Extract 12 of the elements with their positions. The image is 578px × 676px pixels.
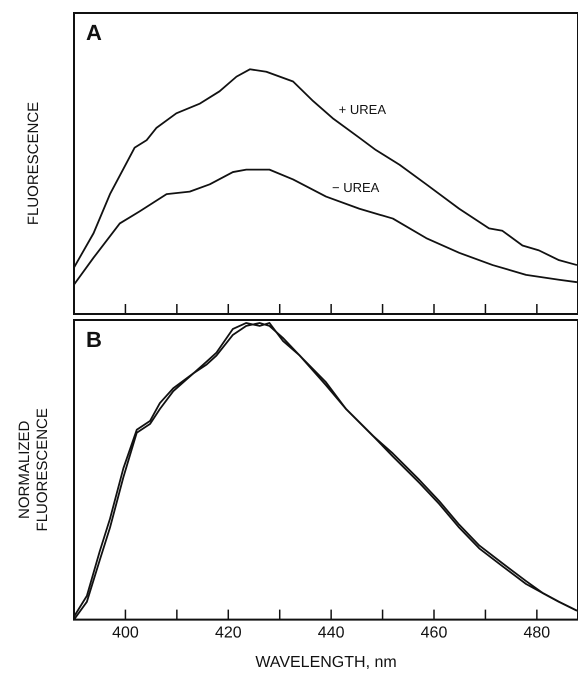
x-axis-title: WAVELENGTH, nm	[255, 654, 397, 671]
x-tick-label: 400	[112, 624, 139, 642]
chart-title: B	[86, 327, 102, 352]
x-tick-label: 440	[318, 624, 345, 642]
y-axis-title: NORMALIZED FLUORESCENCE	[16, 408, 52, 532]
series-label: + UREA	[338, 102, 386, 117]
series-label: − UREA	[332, 180, 380, 196]
chart-title: A	[86, 20, 102, 46]
y-axis-title: FLUORESCENCE	[25, 102, 42, 226]
x-tick-label: 480	[524, 624, 550, 642]
x-tick-label: 460	[420, 624, 448, 642]
x-tick-label: 420	[214, 624, 242, 642]
